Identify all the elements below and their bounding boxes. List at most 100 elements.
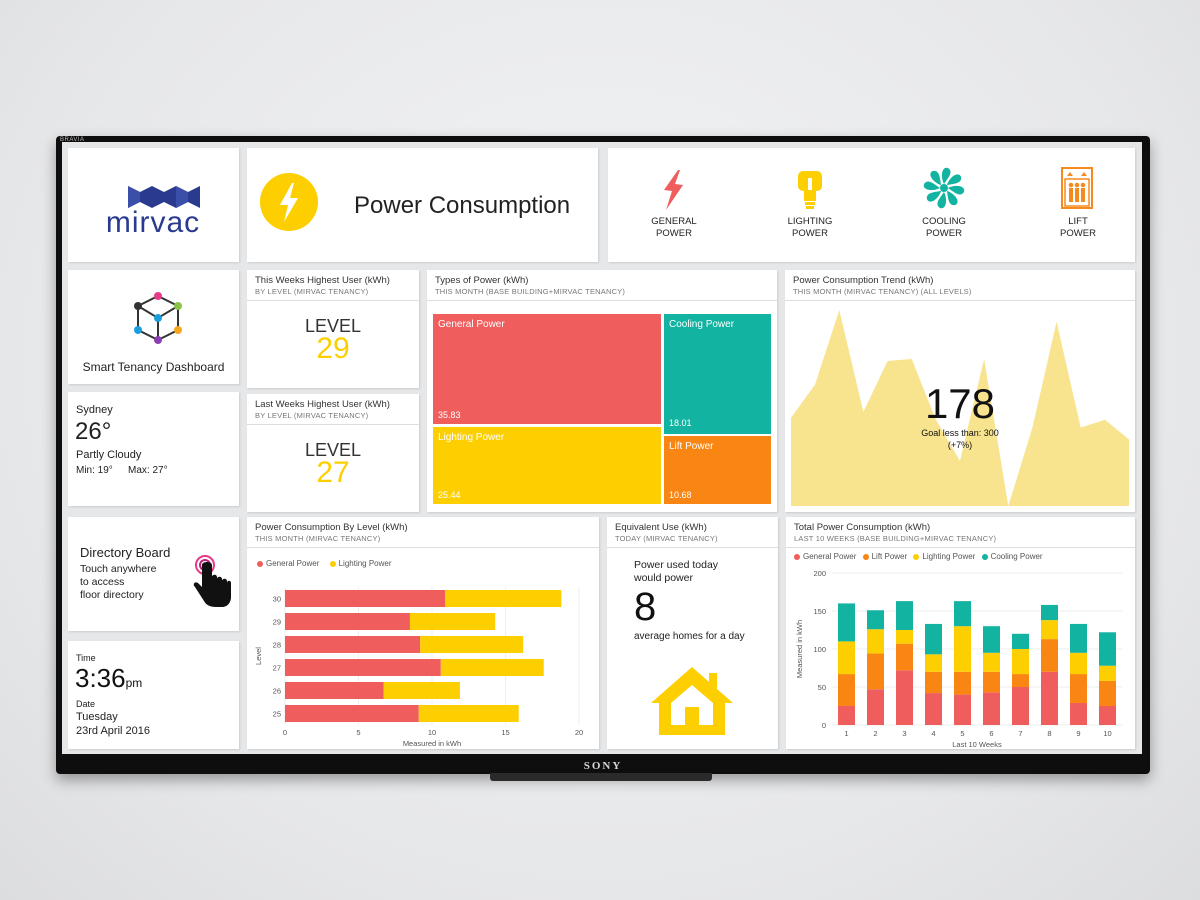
directory-board-tile[interactable]: Directory Board Touch anywhere to access… [68,517,239,631]
equivalent-line-1: Power used today [634,559,719,571]
tv-brand: SONY [583,760,623,772]
x-tick-label: 10 [428,728,436,737]
bar-segment [445,590,562,607]
bar-segment [1012,649,1029,675]
equivalent-use-tile[interactable]: Equivalent Use (kWh) TODAY (MIRVAC TENAN… [607,517,778,749]
types-of-power-tile[interactable]: Types of Power (kWh) THIS MONTH (BASE BU… [427,270,777,512]
directory-line-1: Touch anywhere [80,563,157,575]
bar-segment [1041,620,1058,640]
this-week-highest-tile[interactable]: This Weeks Highest User (kWh) BY LEVEL (… [247,270,419,388]
trend-title: Power Consumption Trend (kWh) [793,275,934,286]
trend-subtitle: THIS MONTH (MIRVAC TENANCY) (ALL LEVELS) [793,287,972,296]
treemap-lighting-value: 25.44 [438,490,461,500]
y-tick-label: 150 [813,607,826,616]
bar-segment [925,654,942,672]
bar-segment [896,643,913,671]
mirvac-logo-tile[interactable]: mirvac [68,148,239,262]
treemap-lift-value: 10.68 [669,490,692,500]
treemap-lift[interactable]: Lift Power 10.68 [664,436,771,504]
bar-segment [1070,702,1087,725]
treemap-general-name: General Power [438,319,505,330]
bar-segment [1070,623,1087,653]
bar-segment [954,671,971,695]
bar-segment [896,630,913,644]
y-tick-label: 29 [273,618,281,627]
bar-segment [440,659,544,676]
trend-goal: Goal less than: 300 [921,428,999,438]
bar-segment [838,706,855,725]
x-tick-label: 15 [501,728,509,737]
bar-segment [925,671,942,694]
bar-segment [1099,632,1116,666]
divider [607,547,778,548]
last-week-highest-tile[interactable]: Last Weeks Highest User (kWh) BY LEVEL (… [247,394,419,512]
bar-segment [1099,665,1116,681]
x-axis-label: Last 10 Weeks [952,740,1002,749]
y-tick-label: 200 [813,569,826,578]
network-cube-icon [134,292,182,344]
this-week-subtitle: BY LEVEL (MIRVAC TENANCY) [255,287,369,296]
bar-segment [1012,674,1029,687]
bar-segment [838,641,855,675]
mirvac-logo-icon [128,186,200,208]
legend-item: General Power [257,559,319,568]
bar-segment [418,705,519,722]
bar-segment [1041,604,1058,621]
smart-tenancy-label: Smart Tenancy Dashboard [82,360,225,374]
x-tick-label: 4 [931,729,935,738]
dashboard-screen: mirvac Power Consumption GENERAL POWER [62,142,1142,754]
lift-power-label: LIFT POWER [1060,216,1096,239]
weather-condition: Partly Cloudy [76,449,142,461]
power-trend-tile[interactable]: Power Consumption Trend (kWh) THIS MONTH… [785,270,1135,512]
x-tick-label: 1 [844,729,848,738]
types-subtitle: THIS MONTH (BASE BUILDING+MIRVAC TENANCY… [435,287,626,296]
bar-segment [1041,639,1058,672]
total-subtitle: LAST 10 WEEKS (BASE BUILDING+MIRVAC TENA… [794,534,997,543]
cooling-power-label: COOLING POWER [922,216,966,239]
bar-segment [867,629,884,654]
smart-tenancy-tile[interactable]: Smart Tenancy Dashboard [68,270,239,384]
x-tick-label: 6 [989,729,993,738]
bar-segment [409,613,496,630]
by-level-tile[interactable]: Power Consumption By Level (kWh) THIS MO… [247,517,599,749]
treemap-general[interactable]: General Power 35.83 [433,314,661,424]
by-level-subtitle: THIS MONTH (MIRVAC TENANCY) [255,534,381,543]
clock-date: 23rd April 2016 [76,725,150,737]
clock-time-value: 3:36 [75,663,126,693]
divider [427,300,777,301]
total-consumption-tile[interactable]: Total Power Consumption (kWh) LAST 10 WE… [786,517,1135,749]
bar-segment [983,692,1000,725]
bar-segment [838,603,855,642]
x-tick-label: 20 [575,728,583,737]
y-tick-label: 27 [273,664,281,673]
weather-min: Min: 19° [76,465,113,476]
x-axis-label: Measured in kWh [403,739,461,748]
y-axis-label: Level [254,647,263,665]
total-title: Total Power Consumption (kWh) [794,522,931,533]
bar-segment [983,652,1000,672]
divider [247,424,419,425]
y-tick-label: 100 [813,645,826,654]
directory-line-2: to access [80,576,125,588]
by-level-bar-chart: 0 5 10 15 20 30 29 28 27 26 25 Measured in kWh Level [254,587,583,748]
total-stacked-bar-chart: 0 50 100 150 200 1 2 3 4 5 6 7 8 9 10 Last 10 Weeks Meas… [795,569,1122,749]
bar-segment [867,653,884,690]
y-tick-label: 50 [818,683,826,692]
header-tile: Power Consumption [247,148,598,262]
bar-segment [285,636,421,653]
trend-big-value: 178 [924,380,996,427]
house-icon [651,667,733,735]
bar-segment [983,626,1000,653]
general-power-label: GENERAL POWER [651,216,697,239]
x-tick-label: 8 [1047,729,1051,738]
equivalent-subtitle: TODAY (MIRVAC TENANCY) [615,534,718,543]
treemap-lighting[interactable]: Lighting Power 25.44 [433,427,661,504]
this-week-level-label: LEVEL [304,316,362,336]
bar-segment [867,610,884,630]
y-tick-label: 25 [273,710,281,719]
lighting-power-label: LIGHTING POWER [787,216,833,239]
legend-item: Lift Power [862,552,907,561]
divider [786,547,1135,548]
treemap-cooling[interactable]: Cooling Power 18.01 [664,314,771,434]
treemap-cooling-value: 18.01 [669,418,692,428]
